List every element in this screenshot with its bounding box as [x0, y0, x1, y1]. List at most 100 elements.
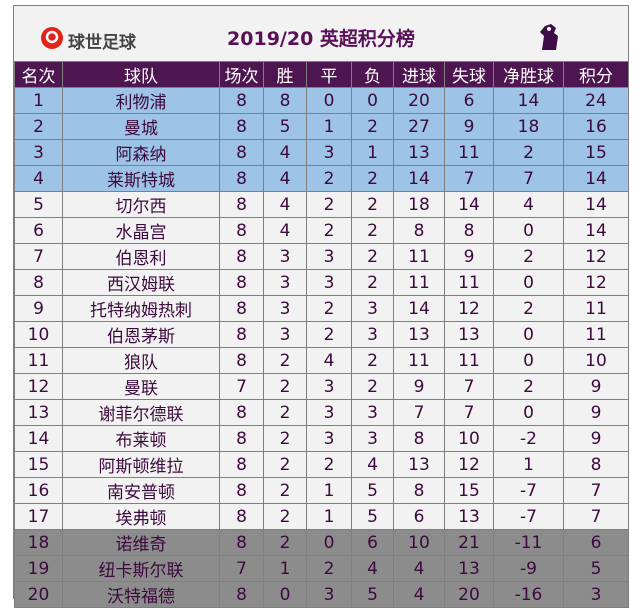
table-cell: 4: [14, 165, 63, 192]
table-cell: 2: [306, 555, 352, 582]
table-cell: 7: [219, 373, 264, 400]
table-cell: 9: [563, 425, 629, 452]
table-cell: 2: [263, 503, 307, 530]
table-cell: 18: [493, 113, 564, 140]
table-cell: 4: [263, 217, 307, 244]
table-cell: 3: [306, 581, 352, 608]
table-cell: 3: [306, 139, 352, 166]
table-cell: 5: [351, 503, 394, 530]
table-cell: 沃特福德: [62, 581, 220, 608]
table-cell: 8: [14, 269, 63, 296]
table-cell: 伯恩茅斯: [62, 321, 220, 348]
table-cell: 20: [444, 581, 494, 608]
table-cell: 0: [306, 87, 352, 114]
table-cell: 13: [444, 321, 494, 348]
column-header: 进球: [393, 61, 445, 88]
table-row: 2 曼城 8 5 1 2 27 9 18 16: [14, 113, 629, 140]
table-cell: 2: [14, 113, 63, 140]
table-cell: 12: [563, 243, 629, 270]
table-cell: 托特纳姆热刺: [62, 295, 220, 322]
table-cell: 6: [563, 529, 629, 556]
table-cell: 14: [563, 217, 629, 244]
table-cell: 15: [563, 139, 629, 166]
table-cell: 14: [563, 191, 629, 218]
table-cell: 4: [393, 581, 445, 608]
table-cell: 南安普顿: [62, 477, 220, 504]
table-cell: 5: [14, 191, 63, 218]
column-header: 平: [306, 61, 352, 88]
table-cell: 8: [444, 217, 494, 244]
table-row: 5 切尔西 8 4 2 2 18 14 4 14: [14, 191, 629, 218]
table-cell: 诺维奇: [62, 529, 220, 556]
table-cell: 0: [306, 529, 352, 556]
table-cell: 11: [393, 347, 445, 374]
column-header: 名次: [14, 61, 63, 88]
league-icon: [540, 24, 558, 50]
table-cell: 24: [563, 87, 629, 114]
table-cell: 7: [493, 165, 564, 192]
table-cell: 2: [351, 243, 394, 270]
table-cell: 2: [493, 295, 564, 322]
table-cell: 2: [306, 165, 352, 192]
standings-table: 名次 球队 场次胜平负进球 失球 净胜球 积分 1 利物浦 8 8 0 0 20 6 14 24 2 曼城 8 5 1…: [14, 61, 629, 608]
table-cell: 12: [444, 295, 494, 322]
table-cell: 1: [306, 113, 352, 140]
table-cell: 西汉姆联: [62, 269, 220, 296]
table-cell: 阿斯顿维拉: [62, 451, 220, 478]
table-cell: 4: [351, 555, 394, 582]
table-cell: 2: [351, 165, 394, 192]
table-cell: 17: [14, 503, 63, 530]
table-cell: 11: [393, 269, 445, 296]
table-cell: 3: [351, 321, 394, 348]
table-row: 16 南安普顿 8 2 1 5 8 15 -7 7: [14, 477, 629, 504]
table-cell: 8: [219, 191, 264, 218]
table-cell: 6: [393, 503, 445, 530]
table-cell: 3: [263, 243, 307, 270]
table-row: 14 布莱顿 8 2 3 3 8 10 -2 9: [14, 425, 629, 452]
table-cell: 19: [14, 555, 63, 582]
table-row: 11 狼队 8 2 4 2 11 11 0 10: [14, 347, 629, 374]
table-cell: 2: [306, 451, 352, 478]
table-cell: 3: [263, 295, 307, 322]
table-cell: 0: [493, 217, 564, 244]
table-cell: 2: [263, 373, 307, 400]
table-cell: 3: [306, 425, 352, 452]
table-cell: 8: [219, 529, 264, 556]
column-header: 胜: [263, 61, 307, 88]
table-cell: 10: [393, 529, 445, 556]
table-cell: 11: [444, 269, 494, 296]
table-cell: 8: [393, 477, 445, 504]
table-cell: 0: [493, 321, 564, 348]
table-cell: 13: [393, 321, 445, 348]
table-cell: 11: [444, 347, 494, 374]
table-cell: 0: [351, 87, 394, 114]
table-cell: 5: [563, 555, 629, 582]
table-cell: 9: [14, 295, 63, 322]
table-cell: 2: [493, 139, 564, 166]
column-header: 净胜球: [493, 61, 564, 88]
table-cell: 2: [351, 113, 394, 140]
table-cell: 20: [393, 87, 445, 114]
table-cell: 曼城: [62, 113, 220, 140]
table-cell: 8: [393, 425, 445, 452]
column-header: 负: [351, 61, 394, 88]
table-cell: 3: [263, 269, 307, 296]
table-cell: 阿森纳: [62, 139, 220, 166]
table-cell: 1: [14, 87, 63, 114]
table-cell: -2: [493, 425, 564, 452]
table-cell: 8: [263, 87, 307, 114]
table-cell: 3: [351, 295, 394, 322]
table-row: 1 利物浦 8 8 0 0 20 6 14 24: [14, 87, 629, 114]
table-cell: 12: [14, 373, 63, 400]
table-cell: 0: [263, 581, 307, 608]
table-cell: 4: [393, 555, 445, 582]
table-cell: 9: [563, 373, 629, 400]
table-cell: 5: [263, 113, 307, 140]
table-cell: 8: [393, 217, 445, 244]
table-cell: 2: [263, 425, 307, 452]
table-cell: 7: [219, 555, 264, 582]
table-row: 13 谢菲尔德联 8 2 3 3 7 7 0 9: [14, 399, 629, 426]
table-cell: 2: [263, 399, 307, 426]
table-cell: 27: [393, 113, 445, 140]
table-row: 9 托特纳姆热刺 8 3 2 3 14 12 2 11: [14, 295, 629, 322]
